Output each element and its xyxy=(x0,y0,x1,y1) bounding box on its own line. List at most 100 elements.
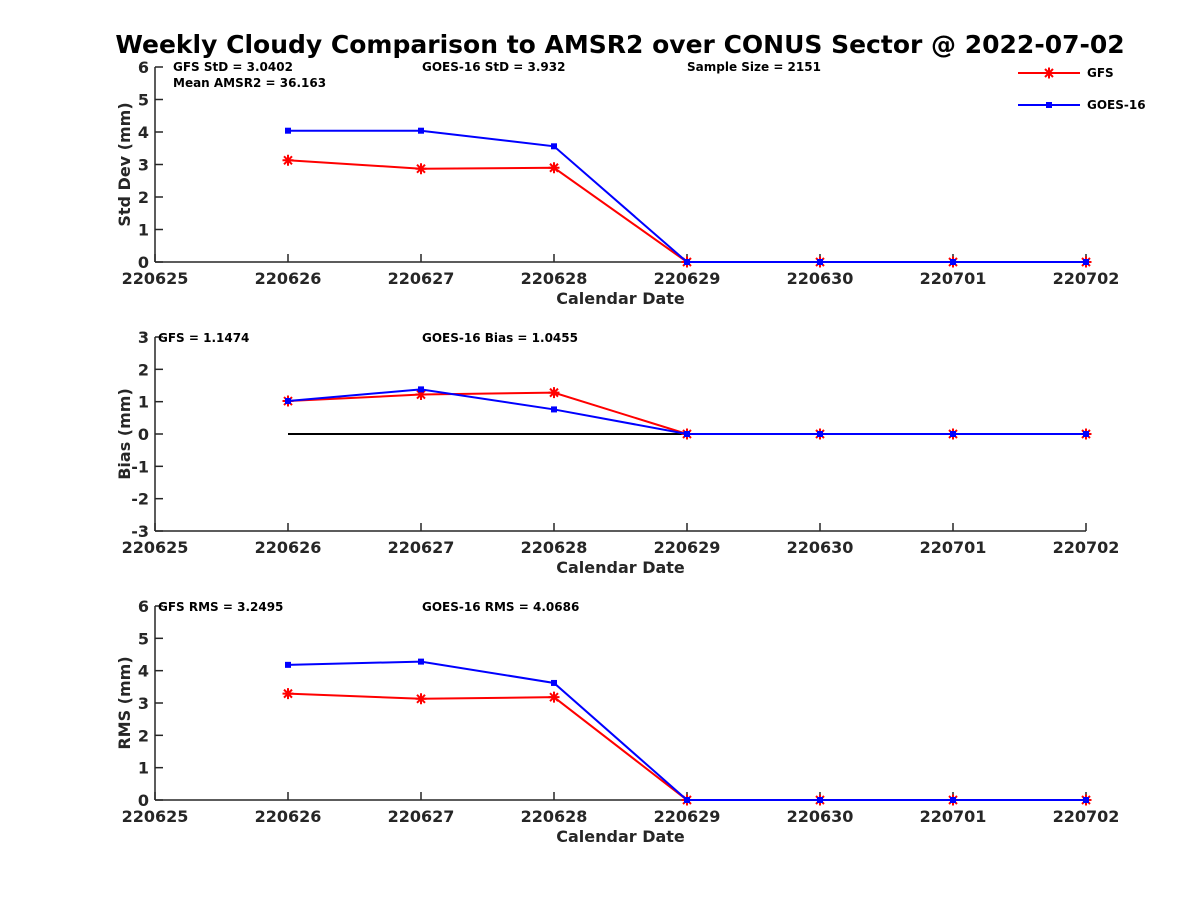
x-tick-label: 220702 xyxy=(1053,269,1120,288)
x-tick-label: 220629 xyxy=(654,269,721,288)
data-point-goes-16 xyxy=(1083,797,1089,803)
x-tick-label: 220626 xyxy=(255,538,322,557)
y-tick-label: 3 xyxy=(138,156,149,175)
y-axis-label: Bias (mm) xyxy=(115,388,134,480)
x-tick-label: 220629 xyxy=(654,538,721,557)
series-line-goes-16 xyxy=(288,129,1086,263)
y-tick-label: 1 xyxy=(138,393,149,412)
y-axis-label: RMS (mm) xyxy=(115,656,134,749)
y-tick-label: 5 xyxy=(138,91,149,110)
data-point-gfs xyxy=(282,154,294,166)
legend: GFS GOES-16 xyxy=(1018,66,1146,112)
x-tick-label: 220627 xyxy=(388,269,455,288)
x-tick-label: 220628 xyxy=(521,807,588,826)
panel-3: 0 1 2 3 4 5 6 220625 220626 220627 220628 220629 220… xyxy=(115,597,1119,846)
legend-marker xyxy=(1046,102,1052,108)
data-point-goes-16 xyxy=(285,127,291,134)
y-tick-label: 2 xyxy=(138,188,149,207)
x-tick-label: 220627 xyxy=(388,807,455,826)
series-line-gfs xyxy=(287,692,1086,801)
y-tick-label: 4 xyxy=(138,662,149,681)
data-point-gfs xyxy=(282,688,294,700)
x-axis-label: Calendar Date xyxy=(556,558,685,577)
data-point-goes-16 xyxy=(418,658,424,665)
stat-annotation: GFS RMS = 3.2495 xyxy=(158,600,283,614)
data-point-goes-16 xyxy=(950,431,956,437)
chart-title: Weekly Cloudy Comparison to AMSR2 over C… xyxy=(115,30,1125,59)
y-tick-label: 3 xyxy=(138,694,149,713)
x-tick-label: 220702 xyxy=(1053,538,1120,557)
legend-label: GOES-16 xyxy=(1087,98,1146,112)
y-tick-label: 0 xyxy=(138,253,149,272)
data-point-goes-16 xyxy=(950,797,956,803)
data-point-gfs xyxy=(415,163,427,175)
stat-annotation: GOES-16 Bias = 1.0455 xyxy=(422,331,578,345)
panel-1: 0 1 2 3 4 5 6 220625 220626 220627 220628 220629 220… xyxy=(115,58,1119,308)
series-line-goes-16 xyxy=(287,660,1086,801)
x-tick-label: 220630 xyxy=(787,807,854,826)
x-tick-label: 220628 xyxy=(521,538,588,557)
stat-annotation: GOES-16 StD = 3.932 xyxy=(422,60,565,74)
data-point-gfs xyxy=(548,387,560,399)
x-tick-label: 220627 xyxy=(388,538,455,557)
data-point-goes-16 xyxy=(285,398,291,405)
stat-annotation: GFS = 1.1474 xyxy=(158,331,249,345)
data-point-goes-16 xyxy=(950,259,956,265)
x-tick-label: 220625 xyxy=(122,538,189,557)
data-point-gfs xyxy=(415,389,427,401)
data-point-gfs xyxy=(548,691,560,703)
data-point-goes-16 xyxy=(418,127,424,134)
x-tick-label: 220629 xyxy=(654,807,721,826)
y-tick-label: 1 xyxy=(138,221,149,240)
data-point-goes-16 xyxy=(285,661,291,668)
x-tick-label: 220626 xyxy=(255,807,322,826)
x-axis-label: Calendar Date xyxy=(556,289,685,308)
y-tick-label: 3 xyxy=(138,328,149,347)
y-tick-label: 5 xyxy=(138,629,149,648)
data-point-goes-16 xyxy=(817,797,823,803)
y-tick-label: 2 xyxy=(138,726,149,745)
x-tick-label: 220630 xyxy=(787,269,854,288)
data-point-goes-16 xyxy=(418,386,424,393)
x-tick-label: 220625 xyxy=(122,269,189,288)
y-tick-label: 6 xyxy=(138,58,149,77)
stat-annotation: GOES-16 RMS = 4.0686 xyxy=(422,600,579,614)
x-tick-label: 220626 xyxy=(255,269,322,288)
data-point-gfs xyxy=(415,693,427,705)
x-tick-label: 220701 xyxy=(920,538,987,557)
x-tick-label: 220701 xyxy=(920,269,987,288)
data-point-goes-16 xyxy=(684,259,690,265)
data-point-goes-16 xyxy=(684,797,690,803)
y-tick-label: -2 xyxy=(131,490,149,509)
series-line-gfs xyxy=(287,391,1086,435)
x-tick-label: 220702 xyxy=(1053,807,1120,826)
data-point-goes-16 xyxy=(817,431,823,437)
stat-annotation: Mean AMSR2 = 36.163 xyxy=(173,76,326,90)
data-point-goes-16 xyxy=(817,259,823,265)
data-point-gfs xyxy=(548,162,560,174)
y-tick-label: -1 xyxy=(131,457,149,476)
y-tick-label: 0 xyxy=(138,425,149,444)
x-tick-label: 220630 xyxy=(787,538,854,557)
x-tick-label: 220701 xyxy=(920,807,987,826)
legend-marker xyxy=(1043,67,1055,79)
x-tick-label: 220628 xyxy=(521,269,588,288)
data-point-goes-16 xyxy=(684,431,690,437)
data-point-goes-16 xyxy=(551,406,557,413)
data-point-goes-16 xyxy=(1083,431,1089,437)
stat-annotation: Sample Size = 2151 xyxy=(687,60,821,74)
y-tick-label: 6 xyxy=(138,597,149,616)
legend-label: GFS xyxy=(1087,66,1114,80)
series-line-gfs xyxy=(287,159,1086,263)
y-tick-label: 1 xyxy=(138,759,149,778)
x-axis-label: Calendar Date xyxy=(556,827,685,846)
y-axis-label: Std Dev (mm) xyxy=(115,102,134,226)
x-tick-label: 220625 xyxy=(122,807,189,826)
y-tick-label: 4 xyxy=(138,123,149,142)
stat-annotation: GFS StD = 3.0402 xyxy=(173,60,293,74)
y-tick-label: 2 xyxy=(138,360,149,379)
data-point-goes-16 xyxy=(551,679,557,686)
data-point-goes-16 xyxy=(1083,259,1089,265)
panel-2: -3 -2 -1 0 1 2 3 220625 220626 220627 220628 220629… xyxy=(115,328,1119,577)
